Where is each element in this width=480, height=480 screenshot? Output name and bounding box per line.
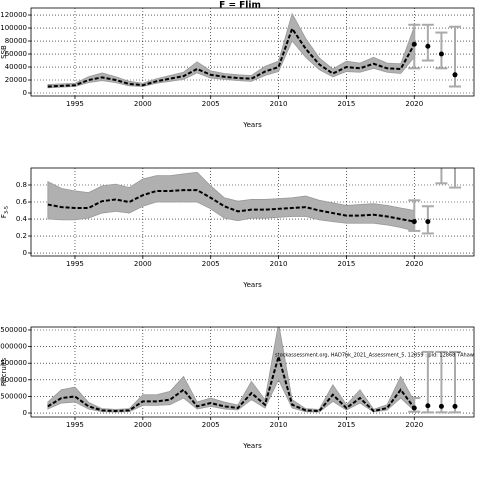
median-line (47, 189, 415, 223)
projection-point (439, 161, 444, 166)
projection-point (438, 403, 444, 409)
projection-point (452, 157, 457, 162)
y-tick-label: 0.2 (16, 232, 27, 240)
y-tick-label: 0.8 (16, 181, 27, 189)
projection-point (425, 43, 431, 49)
projection-point (411, 41, 417, 47)
projection-point (452, 403, 458, 409)
median-line (47, 26, 416, 88)
y-tick-label: 1000000 (0, 376, 27, 384)
y-tick-label: 0 (23, 409, 27, 417)
y-axis-label-sub: 3-5 (4, 206, 10, 214)
y-tick-label: 120000 (0, 11, 27, 19)
plot-area (31, 8, 474, 96)
chart-title: F = Flim (219, 1, 261, 11)
x-tick-label: 2015 (338, 260, 356, 268)
x-tick-label: 1995 (66, 100, 84, 108)
projection-point (438, 51, 444, 57)
y-tick-label: 100000 (0, 24, 27, 32)
x-tick-label: 2000 (134, 260, 152, 268)
x-axis-label: Years (242, 442, 262, 450)
y-tick-label: 0.4 (16, 215, 28, 223)
y-axis-label-main: F (0, 214, 8, 218)
y-tick-label: 0 (23, 249, 27, 257)
x-tick-label: 2015 (338, 100, 356, 108)
x-tick-label: 2020 (405, 260, 423, 268)
x-tick-label: 1995 (66, 421, 84, 429)
x-tick-label: 2005 (202, 100, 220, 108)
plot-frame (30, 7, 475, 97)
x-tick-label: 2010 (270, 260, 288, 268)
median-line (47, 352, 416, 413)
y-tick-label: 2500000 (0, 326, 27, 334)
x-tick-label: 2010 (270, 100, 288, 108)
y-tick-label: 500000 (0, 392, 27, 400)
x-tick-label: 2005 (202, 260, 220, 268)
y-axis-label: SSB (0, 45, 8, 59)
projection-point (425, 219, 431, 225)
x-tick-label: 2000 (134, 100, 152, 108)
plot-frame (30, 167, 475, 257)
x-tick-label: 2020 (405, 421, 423, 429)
y-axis-label: F3-5 (0, 206, 10, 218)
annotation: stockassessment.org, HAD7bk_2021_Assessm… (275, 353, 474, 359)
x-axis-label: Years (242, 281, 262, 289)
x-axis-label: Years (242, 121, 262, 129)
y-tick-label: 60000 (5, 50, 27, 58)
y-axis-label-main: SSB (0, 45, 8, 59)
projection-point (411, 219, 417, 225)
y-tick-label: 0 (23, 89, 27, 97)
plot-area (31, 157, 474, 256)
y-axis-label-main: Recruits (0, 357, 8, 386)
x-tick-label: 2010 (270, 421, 288, 429)
y-axis-label: Recruits (0, 357, 8, 386)
y-tick-label: 2000000 (0, 343, 27, 351)
projection-point (411, 405, 417, 411)
projection-point (425, 403, 431, 409)
y-tick-label: 80000 (5, 37, 27, 45)
y-tick-label: 0.6 (16, 198, 28, 206)
x-tick-label: 2000 (134, 421, 152, 429)
plot-area (31, 327, 474, 417)
x-tick-label: 1995 (66, 260, 84, 268)
y-tick-label: 40000 (5, 63, 27, 71)
plot-frame (30, 326, 475, 418)
x-tick-label: 2015 (338, 421, 356, 429)
x-tick-label: 2005 (202, 421, 220, 429)
y-tick-label: 20000 (5, 76, 27, 84)
x-tick-label: 2020 (405, 100, 423, 108)
projection-point (452, 72, 458, 78)
y-tick-label: 1500000 (0, 359, 27, 367)
